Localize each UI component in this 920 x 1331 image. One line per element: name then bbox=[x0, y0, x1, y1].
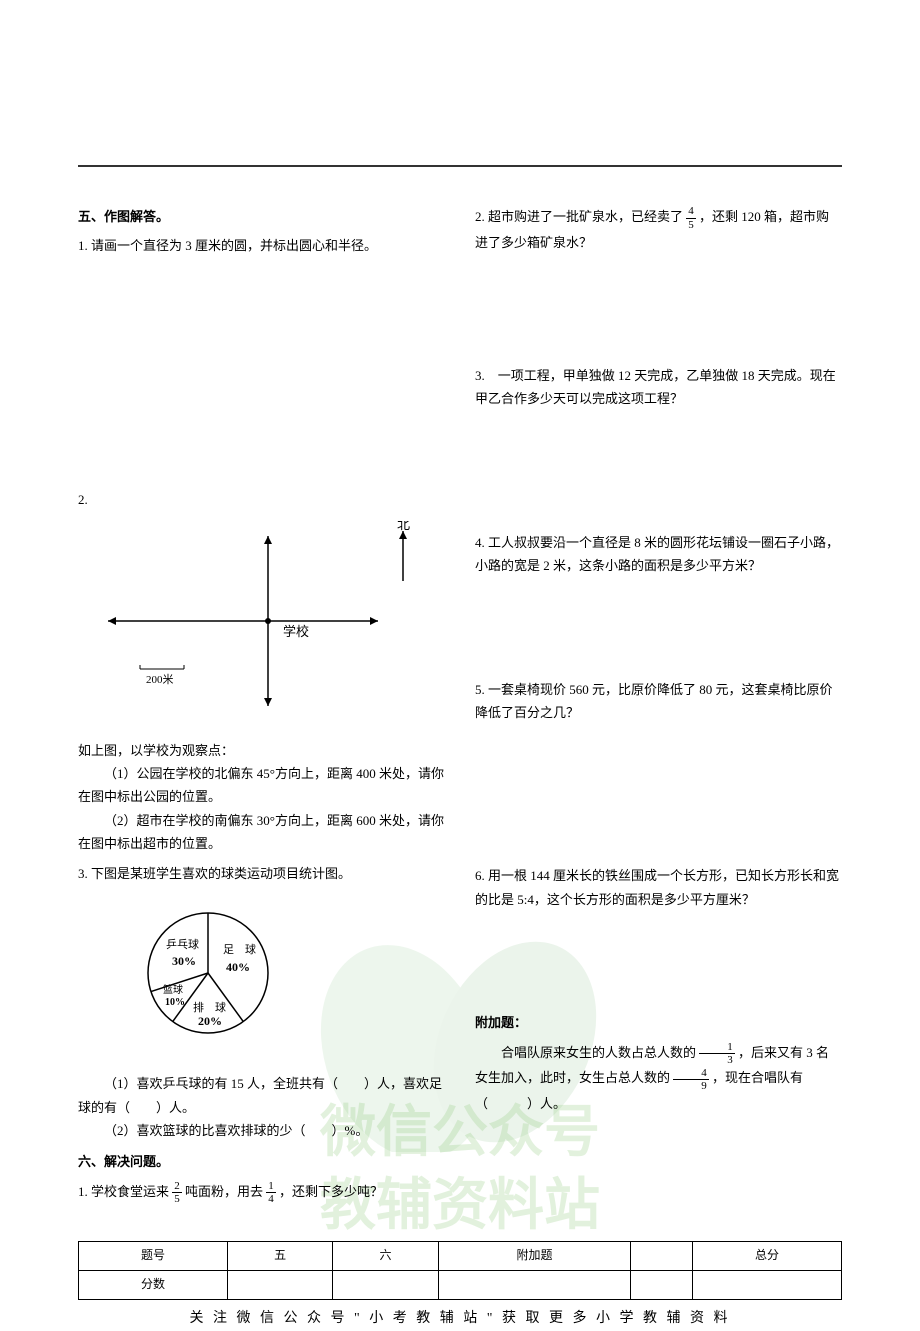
s5-p2-label: 2. bbox=[78, 488, 445, 511]
compass-center-label: 学校 bbox=[283, 624, 309, 639]
svg-text:20%: 20% bbox=[198, 1014, 222, 1028]
section5-title: 五、作图解答。 bbox=[78, 205, 445, 228]
table-row: 分数 bbox=[79, 1271, 842, 1300]
th-4 bbox=[631, 1242, 693, 1271]
table-row: 题号 五 六 附加题 总分 bbox=[79, 1242, 842, 1271]
svg-text:乒乓球: 乒乓球 bbox=[166, 937, 199, 951]
th-5: 总分 bbox=[692, 1242, 841, 1271]
s5-p1: 1. 请画一个直径为 3 厘米的圆，并标出圆心和半径。 bbox=[78, 234, 445, 257]
s5-p3-intro: 3. 下图是某班学生喜欢的球类运动项目统计图。 bbox=[78, 862, 445, 885]
s5-p2-intro: 如上图，以学校为观察点： bbox=[78, 739, 445, 762]
s6-p3: 3. 一项工程，甲单独做 12 天完成，乙单独做 18 天完成。现在甲乙合作多少… bbox=[475, 364, 842, 411]
svg-text:30%: 30% bbox=[172, 954, 196, 968]
th-3: 附加题 bbox=[438, 1242, 631, 1271]
th-0: 题号 bbox=[79, 1242, 228, 1271]
s5-p2-sub1: （1）公园在学校的北偏东 45°方向上，距离 400 米处，请你在图中标出公园的… bbox=[78, 762, 445, 809]
s6-p6: 6. 用一根 144 厘米长的铁丝围成一个长方形，已知长方形长和宽的比是 5:4… bbox=[475, 864, 842, 911]
bonus-body: 合唱队原来女生的人数占总人数的 13 ，后来又有 3 名女生加入，此时，女生占总… bbox=[475, 1041, 842, 1116]
frac-4-9: 49 bbox=[673, 1067, 709, 1092]
s6-p4: 4. 工人叔叔要沿一个直径是 8 米的圆形花坛铺设一圈石子小路，小路的宽是 2 … bbox=[475, 531, 842, 578]
bonus-title: 附加题： bbox=[475, 1011, 842, 1034]
s6-p2: 2. 超市购进了一批矿泉水，已经卖了 45 ，还剩 120 箱，超市购进了多少箱… bbox=[475, 205, 842, 254]
s5-p2-sub2: （2）超市在学校的南偏东 30°方向上，距离 600 米处，请你在图中标出超市的… bbox=[78, 809, 445, 856]
th-2: 六 bbox=[333, 1242, 438, 1271]
score-table: 题号 五 六 附加题 总分 分数 bbox=[78, 1241, 842, 1299]
s6-p5: 5. 一套桌椅现价 560 元，比原价降低了 80 元，这套桌椅比原价降低了百分… bbox=[475, 678, 842, 725]
svg-text:篮球: 篮球 bbox=[163, 983, 183, 996]
page-content: 五、作图解答。 1. 请画一个直径为 3 厘米的圆，并标出圆心和半径。 2. 学… bbox=[0, 0, 920, 1331]
svg-text:10%: 10% bbox=[165, 997, 185, 1008]
s5-p3-sub2: （2）喜欢篮球的比喜欢排球的少（ ）%。 bbox=[78, 1119, 445, 1142]
svg-text:排 球: 排 球 bbox=[193, 1000, 226, 1014]
frac-1-3: 13 bbox=[699, 1041, 735, 1066]
row2-label: 分数 bbox=[79, 1271, 228, 1300]
th-1: 五 bbox=[227, 1242, 332, 1271]
frac-4-5: 45 bbox=[686, 205, 696, 230]
compass-north-label: 北 bbox=[397, 521, 410, 532]
right-column: 2. 超市购进了一批矿泉水，已经卖了 45 ，还剩 120 箱，超市购进了多少箱… bbox=[475, 205, 842, 1221]
left-column: 五、作图解答。 1. 请画一个直径为 3 厘米的圆，并标出圆心和半径。 2. 学… bbox=[78, 205, 445, 1221]
svg-text:足 球: 足 球 bbox=[223, 942, 256, 956]
frac-2-5: 25 bbox=[172, 1180, 182, 1205]
compass-scale-label: 200米 bbox=[146, 673, 174, 686]
section6-title: 六、解决问题。 bbox=[78, 1150, 445, 1173]
footer-text: 关 注 微 信 公 众 号 " 小 考 教 辅 站 " 获 取 更 多 小 学 … bbox=[78, 1306, 842, 1331]
compass-diagram: 学校 北 200米 bbox=[78, 521, 418, 721]
frac-1-4: 14 bbox=[266, 1180, 276, 1205]
pie-chart: 足 球 40% 排 球 20% 篮球 10% 乒乓球 30% bbox=[128, 893, 288, 1053]
svg-text:40%: 40% bbox=[226, 960, 250, 974]
s6-p1: 1. 学校食堂运来 25 吨面粉，用去 14 ，还剩下多少吨？ bbox=[78, 1180, 445, 1206]
s5-p3-sub1: （1）喜欢乒乓球的有 15 人，全班共有（ ）人，喜欢足球的有（ ）人。 bbox=[78, 1072, 445, 1119]
